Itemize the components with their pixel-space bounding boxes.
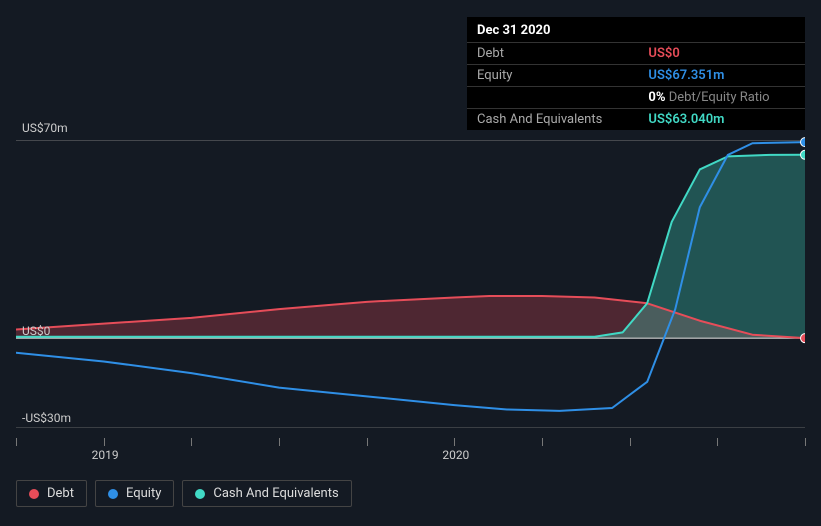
tooltip-row: 0% Debt/Equity Ratio	[467, 87, 805, 109]
x-minor-tick	[191, 438, 192, 446]
y-axis-label: -US$30m	[22, 411, 71, 425]
tooltip-row-label: Debt	[467, 43, 638, 65]
tooltip-row: DebtUS$0	[467, 43, 805, 65]
x-minor-tick	[630, 438, 631, 446]
tooltip-row-value: US$67.351m	[638, 65, 805, 87]
tooltip-row: Cash And EquivalentsUS$63.040m	[467, 109, 805, 131]
debt-end-marker	[801, 334, 806, 343]
legend-label: Equity	[126, 486, 161, 501]
tooltip-rows: DebtUS$0EquityUS$67.351m0% Debt/Equity R…	[467, 43, 805, 131]
tooltip-row-value: US$63.040m	[638, 109, 805, 131]
equity-end-marker	[801, 138, 806, 147]
tooltip-row: EquityUS$67.351m	[467, 65, 805, 87]
x-minor-tick	[279, 438, 280, 446]
x-minor-tick	[805, 438, 806, 446]
chart-svg	[16, 120, 805, 440]
x-minor-tick	[454, 438, 455, 446]
legend-label: Debt	[47, 486, 74, 501]
tooltip-row-label	[467, 87, 638, 109]
equity-swatch	[108, 489, 118, 499]
x-axis-label: 2019	[92, 448, 119, 462]
tooltip-card: Dec 31 2020 DebtUS$0EquityUS$67.351m0% D…	[467, 17, 805, 130]
y-axis-label: US$70m	[22, 121, 68, 135]
legend-item-debt[interactable]: Debt	[16, 480, 87, 507]
x-minor-tick	[717, 438, 718, 446]
legend-item-cash[interactable]: Cash And Equivalents	[182, 480, 351, 507]
x-minor-tick	[367, 438, 368, 446]
chart-legend: Debt Equity Cash And Equivalents	[16, 480, 352, 507]
cash-end-marker	[801, 150, 806, 159]
tooltip-row-value: US$0	[638, 43, 805, 65]
tooltip-table: DebtUS$0EquityUS$67.351m0% Debt/Equity R…	[467, 42, 805, 130]
x-axis-label: 2020	[442, 448, 469, 462]
tooltip-row-label: Equity	[467, 65, 638, 87]
legend-item-equity[interactable]: Equity	[95, 480, 174, 507]
tooltip-row-label: Cash And Equivalents	[467, 109, 638, 131]
y-axis-label: US$0	[22, 324, 50, 338]
tooltip-date: Dec 31 2020	[467, 17, 805, 42]
x-minor-tick	[542, 438, 543, 446]
legend-label: Cash And Equivalents	[213, 486, 338, 501]
debt-swatch	[29, 489, 39, 499]
x-minor-tick	[16, 438, 17, 446]
tooltip-row-value: 0% Debt/Equity Ratio	[638, 87, 805, 109]
cash-swatch	[195, 489, 205, 499]
x-minor-tick	[104, 438, 105, 446]
debt-equity-chart	[16, 120, 805, 440]
